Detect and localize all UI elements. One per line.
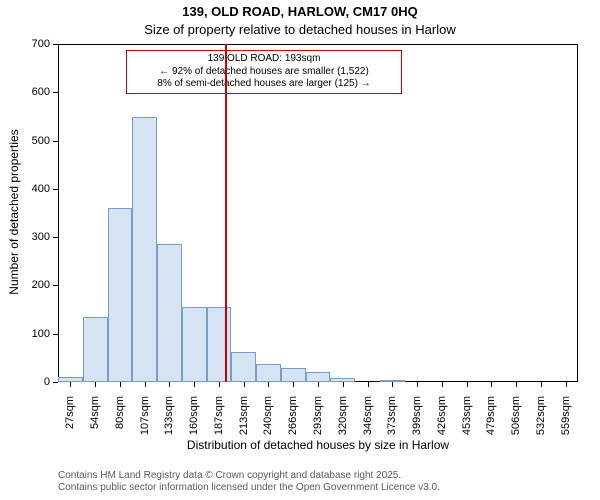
ytick-label: 200	[0, 279, 50, 291]
xtick-label: 27sqm	[64, 396, 76, 446]
xtick-mark	[293, 382, 294, 387]
xtick-mark	[442, 382, 443, 387]
xtick-label: 107sqm	[139, 396, 151, 446]
histogram-bar	[157, 244, 182, 382]
histogram-bar	[207, 307, 232, 382]
reference-line	[225, 44, 227, 382]
xtick-mark	[392, 382, 393, 387]
xtick-mark	[244, 382, 245, 387]
ytick-mark	[53, 334, 58, 335]
annotation-line1: 139 OLD ROAD: 193sqm	[131, 53, 397, 66]
ytick-mark	[53, 285, 58, 286]
footer-attribution: Contains HM Land Registry data © Crown c…	[58, 470, 440, 494]
xtick-mark	[318, 382, 319, 387]
xtick-mark	[268, 382, 269, 387]
xtick-label: 532sqm	[535, 396, 547, 446]
xtick-label: 187sqm	[213, 396, 225, 446]
ytick-label: 400	[0, 183, 50, 195]
chart-title-line2: Size of property relative to detached ho…	[0, 22, 600, 37]
xtick-mark	[417, 382, 418, 387]
xtick-mark	[70, 382, 71, 387]
histogram-bar	[108, 208, 133, 382]
ytick-label: 700	[0, 38, 50, 50]
xtick-label: 506sqm	[510, 396, 522, 446]
xtick-label: 559sqm	[560, 396, 572, 446]
histogram-bar	[256, 364, 281, 382]
xtick-label: 320sqm	[337, 396, 349, 446]
xtick-label: 266sqm	[287, 396, 299, 446]
xtick-mark	[516, 382, 517, 387]
histogram-bar	[182, 307, 207, 382]
xtick-label: 133sqm	[163, 396, 175, 446]
ytick-mark	[53, 92, 58, 93]
chart-title-line1: 139, OLD ROAD, HARLOW, CM17 0HQ	[0, 4, 600, 19]
ytick-mark	[53, 44, 58, 45]
ytick-label: 0	[0, 376, 50, 388]
xtick-label: 160sqm	[188, 396, 200, 446]
xtick-mark	[541, 382, 542, 387]
xtick-label: 293sqm	[312, 396, 324, 446]
xtick-label: 373sqm	[386, 396, 398, 446]
histogram-bar	[306, 372, 331, 382]
ytick-mark	[53, 189, 58, 190]
xtick-mark	[169, 382, 170, 387]
xtick-mark	[343, 382, 344, 387]
xtick-label: 213sqm	[238, 396, 250, 446]
xtick-label: 453sqm	[461, 396, 473, 446]
xtick-label: 479sqm	[485, 396, 497, 446]
ytick-mark	[53, 382, 58, 383]
xtick-label: 346sqm	[362, 396, 374, 446]
chart-container: 139, OLD ROAD, HARLOW, CM17 0HQ Size of …	[0, 0, 600, 500]
ytick-label: 100	[0, 328, 50, 340]
footer-line1: Contains HM Land Registry data © Crown c…	[58, 470, 440, 482]
ytick-label: 300	[0, 231, 50, 243]
histogram-bar	[231, 352, 256, 382]
ytick-label: 600	[0, 86, 50, 98]
histogram-bar	[281, 368, 306, 382]
xtick-label: 240sqm	[262, 396, 274, 446]
histogram-bar	[83, 317, 108, 382]
xtick-mark	[120, 382, 121, 387]
ytick-mark	[53, 237, 58, 238]
xtick-label: 399sqm	[411, 396, 423, 446]
annotation-line3: 8% of semi-detached houses are larger (1…	[131, 78, 397, 91]
xtick-mark	[368, 382, 369, 387]
xtick-label: 54sqm	[89, 396, 101, 446]
ytick-mark	[53, 141, 58, 142]
xtick-label: 426sqm	[436, 396, 448, 446]
annotation-line2: ← 92% of detached houses are smaller (1,…	[131, 66, 397, 79]
ytick-label: 500	[0, 135, 50, 147]
xtick-mark	[219, 382, 220, 387]
histogram-bar	[132, 117, 157, 382]
xtick-label: 80sqm	[114, 396, 126, 446]
footer-line2: Contains public sector information licen…	[58, 482, 440, 494]
xtick-mark	[145, 382, 146, 387]
annotation-box: 139 OLD ROAD: 193sqm ← 92% of detached h…	[126, 50, 402, 94]
xtick-mark	[467, 382, 468, 387]
xtick-mark	[491, 382, 492, 387]
xtick-mark	[566, 382, 567, 387]
xtick-mark	[95, 382, 96, 387]
xtick-mark	[194, 382, 195, 387]
